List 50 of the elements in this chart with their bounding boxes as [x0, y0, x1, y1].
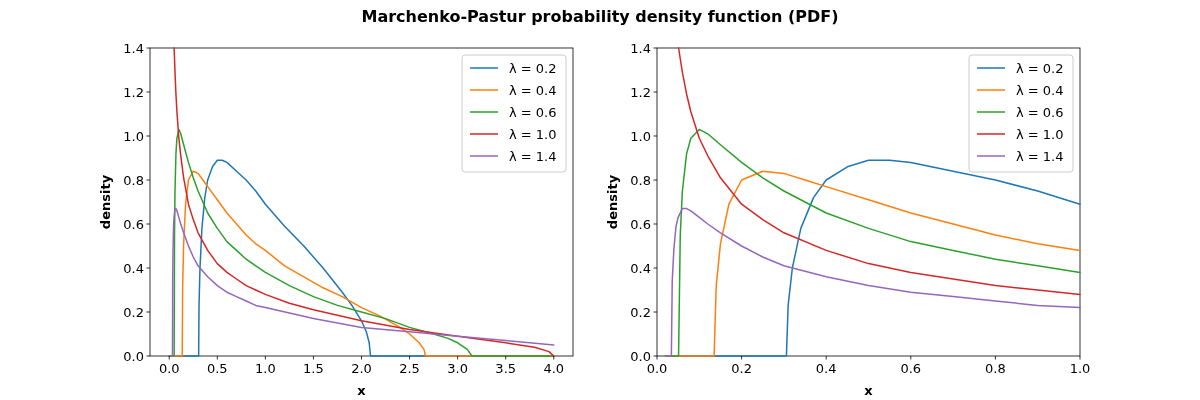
x-tick-label: 1.0: [255, 361, 276, 376]
x-tick-label: 3.0: [447, 361, 468, 376]
y-tick-label: 1.2: [123, 84, 144, 100]
legend-label: λ = 0.6: [1016, 104, 1064, 120]
legend-label: λ = 0.6: [509, 104, 557, 120]
y-tick-label: 0.6: [123, 216, 144, 232]
x-tick-label: 0.0: [158, 361, 180, 376]
x-axis-title: x: [357, 383, 367, 398]
x-tick-label: 3.5: [495, 361, 517, 376]
y-tick-label: 0.6: [630, 216, 651, 232]
x-tick-label: 2.5: [399, 361, 420, 376]
legend-label: λ = 0.4: [1016, 82, 1064, 98]
y-axis-title: density: [605, 174, 620, 230]
x-tick-label: 1.0: [1069, 361, 1091, 376]
x-tick-label: 0.5: [206, 361, 228, 376]
line-series: [664, 207, 1081, 357]
y-tick-label: 0.0: [630, 348, 651, 364]
y-axis-title: density: [98, 174, 113, 230]
legend-label: λ = 1.4: [1016, 148, 1064, 164]
x-tick-label: 0.6: [900, 361, 922, 376]
y-tick-label: 0.8: [123, 172, 144, 188]
x-tick-label: 0.8: [985, 361, 1006, 376]
legend-label: λ = 1.0: [1016, 126, 1064, 142]
line-series: [677, 47, 1081, 296]
x-tick-label: 1.5: [303, 361, 324, 376]
x-tick-label: 0.0: [646, 361, 668, 376]
legend-label: λ = 0.2: [1016, 60, 1064, 76]
y-tick-label: 1.0: [123, 128, 144, 144]
legend-label: λ = 1.4: [509, 148, 557, 164]
x-axis-title: x: [864, 383, 874, 398]
legend-label: λ = 0.4: [509, 82, 557, 98]
line-series: [168, 207, 555, 357]
line-series: [173, 47, 555, 357]
x-tick-label: 0.2: [731, 361, 752, 376]
chart-title: Marchenko-Pastur probability density function (PDF): [361, 7, 839, 26]
y-tick-label: 0.2: [630, 304, 651, 320]
y-tick-label: 0.2: [123, 304, 144, 320]
y-tick-label: 1.4: [123, 40, 144, 56]
y-tick-label: 0.4: [630, 260, 651, 276]
y-tick-label: 0.4: [123, 260, 144, 276]
x-tick-label: 0.4: [815, 361, 837, 376]
legend-label: λ = 0.2: [509, 60, 557, 76]
y-tick-label: 0.0: [123, 348, 144, 364]
x-tick-label: 4.0: [543, 361, 565, 376]
x-tick-label: 2.0: [351, 361, 372, 376]
y-tick-label: 1.0: [630, 128, 651, 144]
y-tick-label: 1.4: [630, 40, 651, 56]
y-tick-label: 1.2: [630, 84, 651, 100]
legend-label: λ = 1.0: [509, 126, 557, 142]
y-tick-label: 0.8: [630, 172, 651, 188]
